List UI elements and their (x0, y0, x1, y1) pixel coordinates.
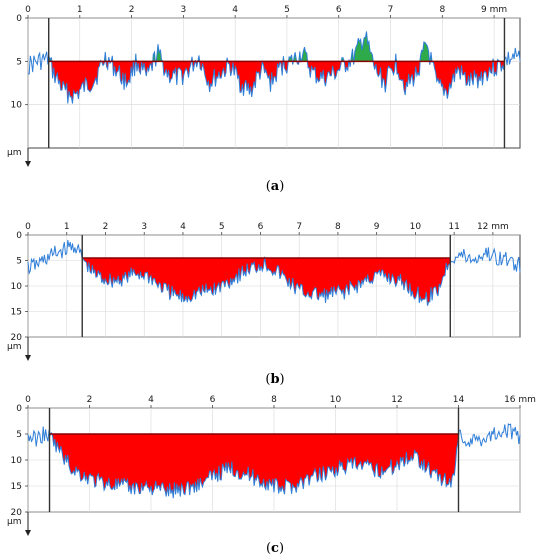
x-tick-label: 2 (103, 222, 109, 232)
x-tick-label: 10 (410, 222, 422, 232)
y-unit-label: µm (7, 517, 22, 527)
panel-caption: (c) (266, 541, 284, 556)
x-tick-label: 8 (439, 5, 445, 15)
panel-caption: (b) (265, 372, 284, 387)
x-tick-label: 6 (336, 5, 342, 15)
x-tick-label: 8 (335, 222, 341, 232)
x-tick-label: 7 (296, 222, 302, 232)
y-tick-label: 0 (16, 14, 22, 24)
x-tick-label: 12 (391, 395, 402, 405)
x-tick-label: 6 (210, 395, 216, 405)
x-tick-label: 4 (180, 222, 186, 232)
y-axis-arrow-head (25, 355, 31, 361)
y-tick-label: 20 (11, 508, 23, 518)
chart-panel-a: 0 1 2 3 4 5 6 7 8 9 mm 0 5 10 µm (a) (7, 5, 521, 194)
x-tick-label: 8 (271, 395, 277, 405)
x-tick-label: 4 (232, 5, 238, 15)
x-tick-label: 1 (77, 5, 83, 15)
y-tick-label: 0 (16, 231, 22, 241)
y-axis-arrow-head (25, 530, 31, 536)
below-reference-area (49, 434, 460, 499)
x-tick-label: 10 (330, 395, 342, 405)
x-tick-label: 9 mm (481, 5, 507, 15)
y-tick-label: 15 (11, 308, 22, 318)
y-tick-label: 15 (11, 482, 22, 492)
x-tick-label: 0 (25, 395, 31, 405)
profile-line (27, 240, 521, 306)
y-unit-label: µm (7, 148, 22, 158)
x-tick-label: 2 (129, 5, 135, 15)
x-tick-label: 5 (284, 5, 290, 15)
profile-line (27, 31, 521, 104)
x-tick-label: 11 (448, 222, 459, 232)
y-tick-label: 5 (16, 257, 22, 267)
x-tick-label: 3 (181, 5, 187, 15)
y-tick-label: 20 (11, 333, 23, 343)
x-tick-label: 1 (64, 222, 70, 232)
x-tick-label: 7 (388, 5, 394, 15)
x-tick-label: 2 (87, 395, 93, 405)
below-reference-area (81, 257, 451, 306)
y-tick-label: 10 (11, 282, 23, 292)
x-tick-label: 3 (141, 222, 147, 232)
panel-caption: (a) (266, 179, 285, 194)
y-tick-label: 5 (16, 430, 22, 440)
x-tick-label: 12 mm (477, 222, 509, 232)
x-tick-label: 4 (148, 395, 154, 405)
y-axis-arrow-head (25, 161, 31, 167)
profile-line (27, 423, 521, 499)
x-tick-label: 0 (25, 5, 31, 15)
plot-frame (27, 17, 521, 149)
y-unit-label: µm (7, 342, 22, 352)
x-tick-label: 9 (374, 222, 380, 232)
y-tick-label: 0 (16, 404, 22, 414)
y-tick-label: 5 (16, 57, 22, 67)
x-tick-label: 0 (25, 222, 31, 232)
x-tick-label: 16 mm (504, 395, 536, 405)
x-tick-label: 5 (219, 222, 225, 232)
y-tick-label: 10 (11, 456, 23, 466)
y-tick-label: 10 (11, 101, 23, 111)
x-tick-label: 14 (453, 395, 465, 405)
x-tick-label: 6 (258, 222, 264, 232)
